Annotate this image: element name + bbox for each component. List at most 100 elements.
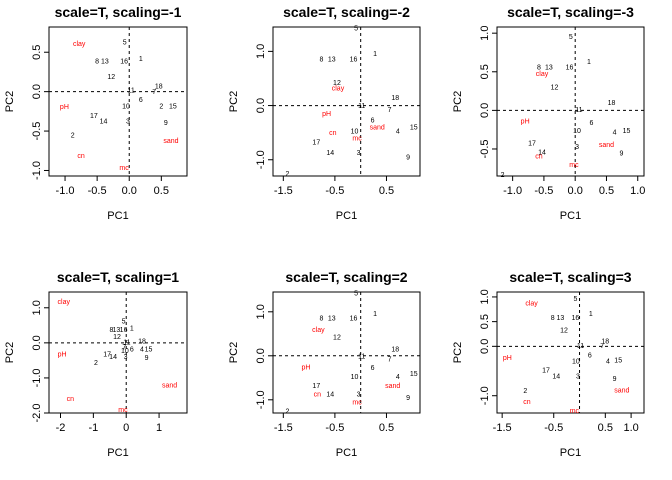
x-tick-label: -0.5 — [88, 185, 107, 197]
site-label: 4 — [606, 359, 610, 366]
x-axis-label: PC1 — [560, 210, 581, 222]
variable-label: clay — [312, 327, 325, 334]
site-label: 8 — [109, 327, 113, 334]
panel-title: scale=T, scaling=2 — [285, 269, 407, 285]
site-label: 17 — [542, 368, 550, 375]
site-label: 5 — [123, 39, 127, 46]
site-label: 10 — [572, 359, 580, 366]
site-label: 12 — [333, 334, 341, 341]
y-tick-label: -0.5 — [479, 139, 491, 158]
y-axis-label: PC2 — [228, 342, 240, 363]
site-label: 9 — [406, 155, 410, 162]
y-tick-label: -1.0 — [255, 150, 267, 169]
y-tick-label: 1.0 — [31, 300, 43, 315]
site-label: 18 — [601, 338, 609, 345]
x-tick-label: 1 — [156, 422, 162, 434]
panel-title: scale=T, scaling=1 — [57, 269, 179, 285]
x-tick-label: -1.5 — [274, 422, 293, 434]
y-tick-label: -2.0 — [31, 404, 43, 423]
site-label: 14 — [538, 150, 546, 157]
site-label: 16 — [120, 58, 128, 65]
site-label: 8 — [551, 315, 555, 322]
x-tick-label: 0 — [123, 422, 129, 434]
site-label: 6 — [590, 120, 594, 127]
site-label: 14 — [326, 392, 334, 399]
x-tick-label: -0.5 — [325, 422, 344, 434]
site-label: 14 — [100, 118, 108, 125]
x-tick-label: 0.0 — [568, 185, 583, 197]
panel-title: scale=T, scaling=-3 — [507, 4, 634, 20]
site-label: 9 — [145, 355, 149, 362]
site-label: 9 — [613, 376, 617, 383]
site-label: 1 — [130, 326, 134, 333]
x-tick-label: -0.5 — [534, 185, 553, 197]
site-label: 12 — [551, 85, 559, 92]
site-label: 12 — [107, 74, 115, 81]
x-tick-label: -2 — [56, 422, 66, 434]
site-label: 16 — [566, 65, 574, 72]
site-label: 9 — [164, 120, 168, 127]
site-label: 2 — [159, 103, 163, 110]
variable-label: sand — [370, 125, 385, 132]
y-tick-label: -0.5 — [31, 122, 43, 141]
site-label: 12 — [113, 334, 121, 341]
plot-frame — [496, 26, 645, 177]
site-label: 3 — [126, 118, 130, 125]
panel-3: scale=T, scaling=-3 -1.0 -0.5 0.0 0.5 1.0 -0.5… — [452, 4, 645, 222]
y-axis-label: PC2 — [452, 342, 464, 363]
variable-label: sand — [599, 142, 614, 149]
plot-frame — [48, 26, 188, 177]
site-label: 16 — [120, 327, 128, 334]
x-axis-label: PC1 — [336, 447, 357, 459]
y-tick-label: 0.0 — [255, 348, 267, 363]
site-label: 2 — [285, 408, 289, 415]
site-label: 17 — [312, 383, 320, 390]
site-label: 11 — [128, 88, 135, 95]
site-label: 11 — [575, 107, 582, 114]
site-label: 18 — [155, 84, 163, 91]
site-label: 11 — [577, 343, 584, 350]
site-label: 1 — [373, 51, 377, 58]
site-label: 1 — [587, 59, 591, 66]
variable-label: mc — [119, 165, 129, 172]
x-tick-label: 0.5 — [598, 422, 613, 434]
site-label: 10 — [351, 129, 359, 136]
x-axis-label: PC1 — [336, 210, 357, 222]
site-label: 2 — [501, 172, 505, 179]
site-label: 18 — [391, 95, 399, 102]
variable-label: sand — [385, 383, 400, 390]
y-axis-label: PC2 — [452, 91, 464, 112]
site-label: 18 — [391, 347, 399, 354]
site-label: 15 — [410, 371, 418, 378]
site-label: 4 — [613, 129, 617, 136]
y-tick-label: 0.0 — [479, 103, 491, 118]
site-label: 17 — [90, 113, 98, 120]
site-label: 5 — [354, 26, 358, 33]
site-label: 11 — [358, 353, 365, 360]
site-label: 2 — [94, 360, 98, 367]
site-label: 7 — [600, 343, 604, 350]
site-label: 8 — [320, 56, 324, 63]
site-label: 2 — [523, 388, 527, 395]
x-tick-label: 1.0 — [630, 185, 645, 197]
plot-frame — [272, 26, 421, 177]
site-label: 5 — [573, 296, 577, 303]
variable-label: pH — [521, 119, 530, 126]
variable-label: cn — [329, 130, 337, 137]
site-label: 6 — [139, 97, 143, 104]
x-tick-label: 0.5 — [599, 185, 614, 197]
x-tick-label: -0.5 — [544, 422, 563, 434]
variable-label: cn — [77, 153, 85, 160]
x-tick-label: 1.0 — [623, 422, 638, 434]
variable-label: clay — [332, 86, 345, 93]
x-tick-label: -1.5 — [274, 185, 293, 197]
site-label: 8 — [320, 315, 324, 322]
site-label: 12 — [560, 328, 568, 335]
site-label: 8 — [95, 58, 99, 65]
panel-4: scale=T, scaling=1 -2 -1 0 1 -2.0 -1.0 0.0 1.0 PC… — [4, 269, 188, 459]
x-tick-label: 0.5 — [154, 185, 169, 197]
panel-1: scale=T, scaling=-1 -1.0 -0.5 0.0 0.5 -1.0 -0.… — [4, 4, 188, 222]
variable-label: cn — [314, 392, 322, 399]
variable-label: clay — [58, 299, 71, 306]
site-label: 13 — [101, 58, 109, 65]
